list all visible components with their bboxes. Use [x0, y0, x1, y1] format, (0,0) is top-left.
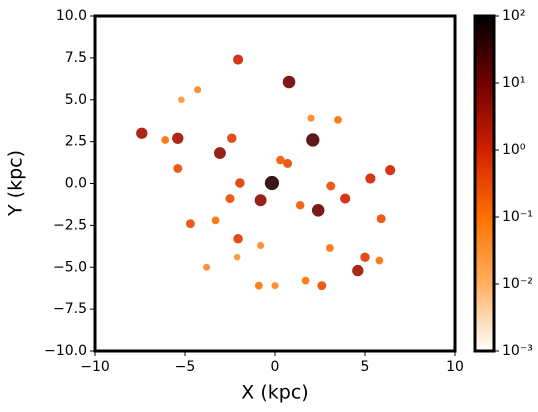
density-blob [233, 253, 241, 261]
x-axis-label: X (kpc) [241, 382, 308, 404]
density-blob [317, 281, 327, 291]
y-tick-label: 5.0 [65, 92, 87, 108]
density-blob [257, 241, 265, 250]
density-blob [271, 282, 279, 290]
density-blob [334, 115, 342, 124]
density-blob [301, 276, 310, 285]
density-blob [136, 127, 148, 139]
y-axis-label: Y (kpc) [5, 150, 27, 217]
x-tick-label: −5 [175, 359, 196, 375]
y-tick-label: 7.5 [65, 50, 87, 66]
density-blob [326, 181, 336, 191]
density-blob [365, 173, 376, 184]
density-blob [307, 114, 315, 122]
density-blob [233, 234, 243, 244]
density-blob [203, 263, 211, 271]
density-blob [376, 214, 386, 224]
density-blob [326, 244, 334, 252]
x-tick-label: −10 [80, 359, 110, 375]
colorbar-tick-label: 10² [502, 8, 525, 24]
density-blob [227, 133, 237, 144]
colorbar-tick-label: 10⁰ [502, 142, 526, 158]
colorbar-tick-label: 10¹ [502, 75, 525, 91]
density-blob [282, 75, 296, 89]
y-tick-label: 0.0 [65, 176, 87, 192]
density-blob [173, 163, 183, 173]
density-blob [306, 133, 320, 147]
density-blob [172, 132, 184, 144]
density-blob [264, 175, 280, 191]
density-blob [213, 147, 226, 159]
colorbar-tick-label: 10⁻¹ [502, 209, 533, 225]
density-blob [311, 204, 325, 217]
y-tick-label: −10.0 [44, 343, 87, 359]
density-blob [211, 216, 220, 225]
y-tick-label: 10.0 [56, 8, 87, 24]
x-tick-label: 5 [361, 359, 370, 375]
colorbar-tick-label: 10⁻² [502, 276, 533, 292]
colorbar [473, 14, 496, 353]
density-blob [352, 264, 364, 277]
y-tick-label: −5.0 [53, 259, 87, 275]
density-blob [375, 256, 384, 265]
density-blob [254, 194, 267, 207]
x-tick-label: 0 [271, 359, 280, 375]
density-blob [161, 136, 170, 144]
density-blob [360, 252, 370, 262]
density-blob [233, 54, 244, 65]
plot-area [136, 54, 396, 291]
density-blob [340, 193, 351, 204]
density-blob [254, 281, 263, 290]
y-tick-label: −2.5 [53, 217, 87, 233]
colorbar-tick-label: 10⁻³ [502, 343, 533, 359]
y-tick-label: −7.5 [53, 301, 87, 317]
density-blob [185, 219, 195, 229]
density-blob [283, 158, 293, 168]
density-blob [178, 96, 185, 104]
density-blob [194, 86, 202, 94]
density-blob [235, 178, 245, 188]
density-blob [276, 155, 285, 165]
y-tick-label: 2.5 [65, 134, 87, 150]
density-blob [385, 165, 396, 176]
density-blob [295, 201, 305, 210]
x-tick-label: 10 [446, 359, 464, 375]
density-blob [225, 194, 235, 204]
